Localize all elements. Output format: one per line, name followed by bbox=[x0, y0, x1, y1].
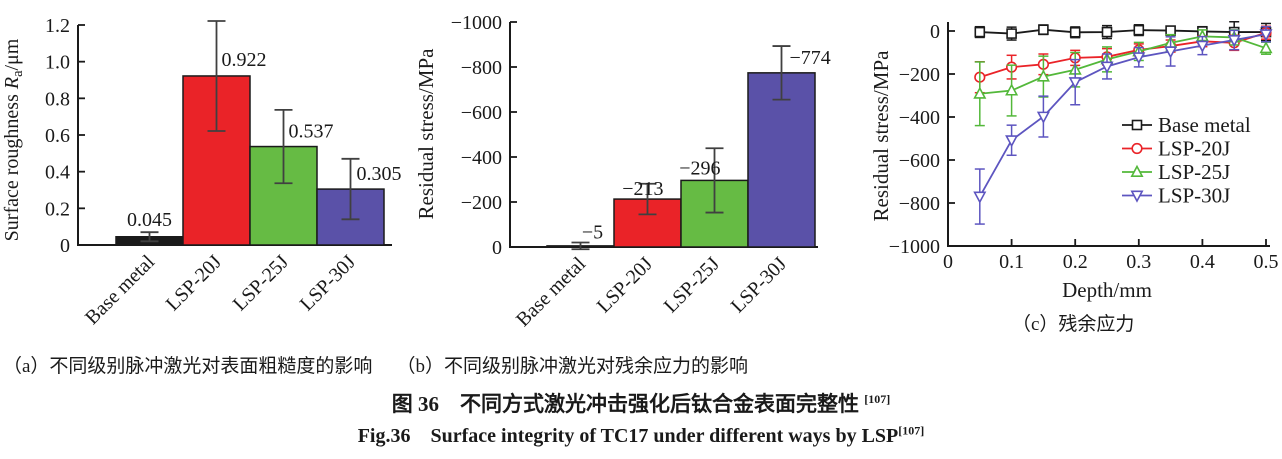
figure-title-zh-reference: [107] bbox=[864, 392, 891, 406]
subcaption-c: （c）残余应力 bbox=[1012, 314, 1135, 335]
category-label-lsp-20j: LSP-20J bbox=[162, 251, 226, 315]
svg-text:−200: −200 bbox=[461, 192, 502, 214]
svg-text:−1000: −1000 bbox=[889, 236, 940, 258]
series-lsp-30j bbox=[973, 25, 1273, 225]
category-label-base-metal: Base metal bbox=[81, 251, 159, 329]
chart-a-bars: 0.045 0.922 0.537 0.305 bbox=[115, 20, 402, 246]
chart-c-y-axis-label: Residual stress/MPa bbox=[869, 50, 893, 222]
svg-text:−600: −600 bbox=[461, 102, 502, 124]
subcaption-b: （b）不同级别脉冲激光对残余应力的影响 bbox=[396, 356, 748, 377]
svg-text:−600: −600 bbox=[899, 150, 940, 172]
svg-text:0.1: 0.1 bbox=[999, 251, 1024, 273]
figure-title-zh: 图 36 不同方式激光冲击强化后钛合金表面完整性 [107] bbox=[0, 388, 1282, 418]
chart-a-y-axis-label: Surface roughness Ra/μm bbox=[1, 38, 26, 241]
svg-text:0.8: 0.8 bbox=[45, 88, 70, 110]
svg-text:−1000: −1000 bbox=[451, 12, 502, 34]
category-label-lsp-20j: LSP-20J bbox=[593, 253, 657, 317]
charts-canvas: 0 0.2 0.4 0.6 0.8 1.0 1.2 0.045 0.922 0.537 0.305 B… bbox=[1, 12, 1279, 331]
svg-text:1.2: 1.2 bbox=[45, 15, 70, 37]
bar-value-label: −213 bbox=[622, 178, 663, 200]
svg-text:−400: −400 bbox=[899, 107, 940, 129]
svg-text:0: 0 bbox=[943, 251, 953, 273]
svg-text:0.2: 0.2 bbox=[45, 198, 70, 220]
category-label-lsp-25j: LSP-25J bbox=[660, 253, 724, 317]
subcaption-row: （a）不同级别脉冲激光对表面粗糙度的影响 （b）不同级别脉冲激光对残余应力的影响 bbox=[3, 351, 748, 378]
series-lsp-20j bbox=[974, 25, 1272, 94]
chart-b-bars: −5 −213 −296 −774 bbox=[546, 45, 831, 251]
figure-title-zh-text: 图 36 不同方式激光冲击强化后钛合金表面完整性 bbox=[391, 392, 865, 416]
figure-title-en-reference: [107] bbox=[898, 423, 925, 438]
category-label-lsp-30j: LSP-30J bbox=[727, 253, 791, 317]
svg-text:−400: −400 bbox=[461, 147, 502, 169]
category-label-lsp-25j: LSP-25J bbox=[229, 251, 293, 315]
bar-value-label: −296 bbox=[679, 157, 720, 179]
chart-a-bar-chart: 0 0.2 0.4 0.6 0.8 1.0 1.2 0.045 0.922 0.537 0.305 B… bbox=[1, 15, 402, 329]
category-label-base-metal: Base metal bbox=[512, 253, 590, 331]
figure-title-en: Fig.36 Surface integrity of TC17 under d… bbox=[0, 419, 1282, 448]
chart-a-axes: 0 0.2 0.4 0.6 0.8 1.0 1.2 bbox=[45, 15, 392, 257]
svg-text:−800: −800 bbox=[899, 193, 940, 215]
svg-text:0: 0 bbox=[492, 237, 502, 259]
series-base-metal bbox=[974, 21, 1272, 44]
svg-text:0.2: 0.2 bbox=[1063, 251, 1088, 273]
chart-c-x-axis-label: Depth/mm bbox=[1062, 278, 1152, 302]
svg-text:0.6: 0.6 bbox=[45, 125, 70, 147]
bar-value-label: −5 bbox=[582, 222, 603, 244]
category-label-lsp-30j: LSP-30J bbox=[296, 251, 360, 315]
subcaption-a: （a）不同级别脉冲激光对表面粗糙度的影响 bbox=[3, 356, 373, 377]
chart-b-bar-chart: 0 −200 −400 −600 −800 −1000 −5 −213 −296 −774 Base… bbox=[414, 12, 831, 331]
figure-title-en-text: Fig.36 Surface integrity of TC17 under d… bbox=[357, 425, 899, 447]
legend-label-lsp-25j: LSP-25J bbox=[1158, 160, 1230, 184]
bar-value-label: 0.537 bbox=[289, 121, 334, 143]
svg-text:0: 0 bbox=[60, 235, 70, 257]
svg-text:0.4: 0.4 bbox=[1190, 251, 1215, 273]
bar-lsp-30j bbox=[747, 72, 816, 248]
legend-label-lsp-30j: LSP-30J bbox=[1158, 184, 1230, 208]
svg-text:1.0: 1.0 bbox=[45, 52, 70, 74]
bar-value-label: 0.305 bbox=[357, 163, 402, 185]
svg-text:0: 0 bbox=[930, 21, 940, 43]
legend-label-base-metal: Base metal bbox=[1158, 113, 1251, 137]
svg-text:−800: −800 bbox=[461, 57, 502, 79]
chart-b-y-axis-label: Residual stress/MPa bbox=[414, 48, 438, 220]
svg-text:0.3: 0.3 bbox=[1126, 251, 1151, 273]
svg-text:0.4: 0.4 bbox=[45, 162, 70, 184]
svg-text:−200: −200 bbox=[899, 64, 940, 86]
bar-value-label: 0.922 bbox=[222, 49, 267, 71]
series-lsp-25j bbox=[973, 29, 1273, 127]
bar-value-label: 0.045 bbox=[127, 209, 172, 231]
legend-label-lsp-20j: LSP-20J bbox=[1158, 137, 1230, 161]
svg-text:0.5: 0.5 bbox=[1254, 251, 1279, 273]
bar-value-label: −774 bbox=[790, 47, 831, 69]
